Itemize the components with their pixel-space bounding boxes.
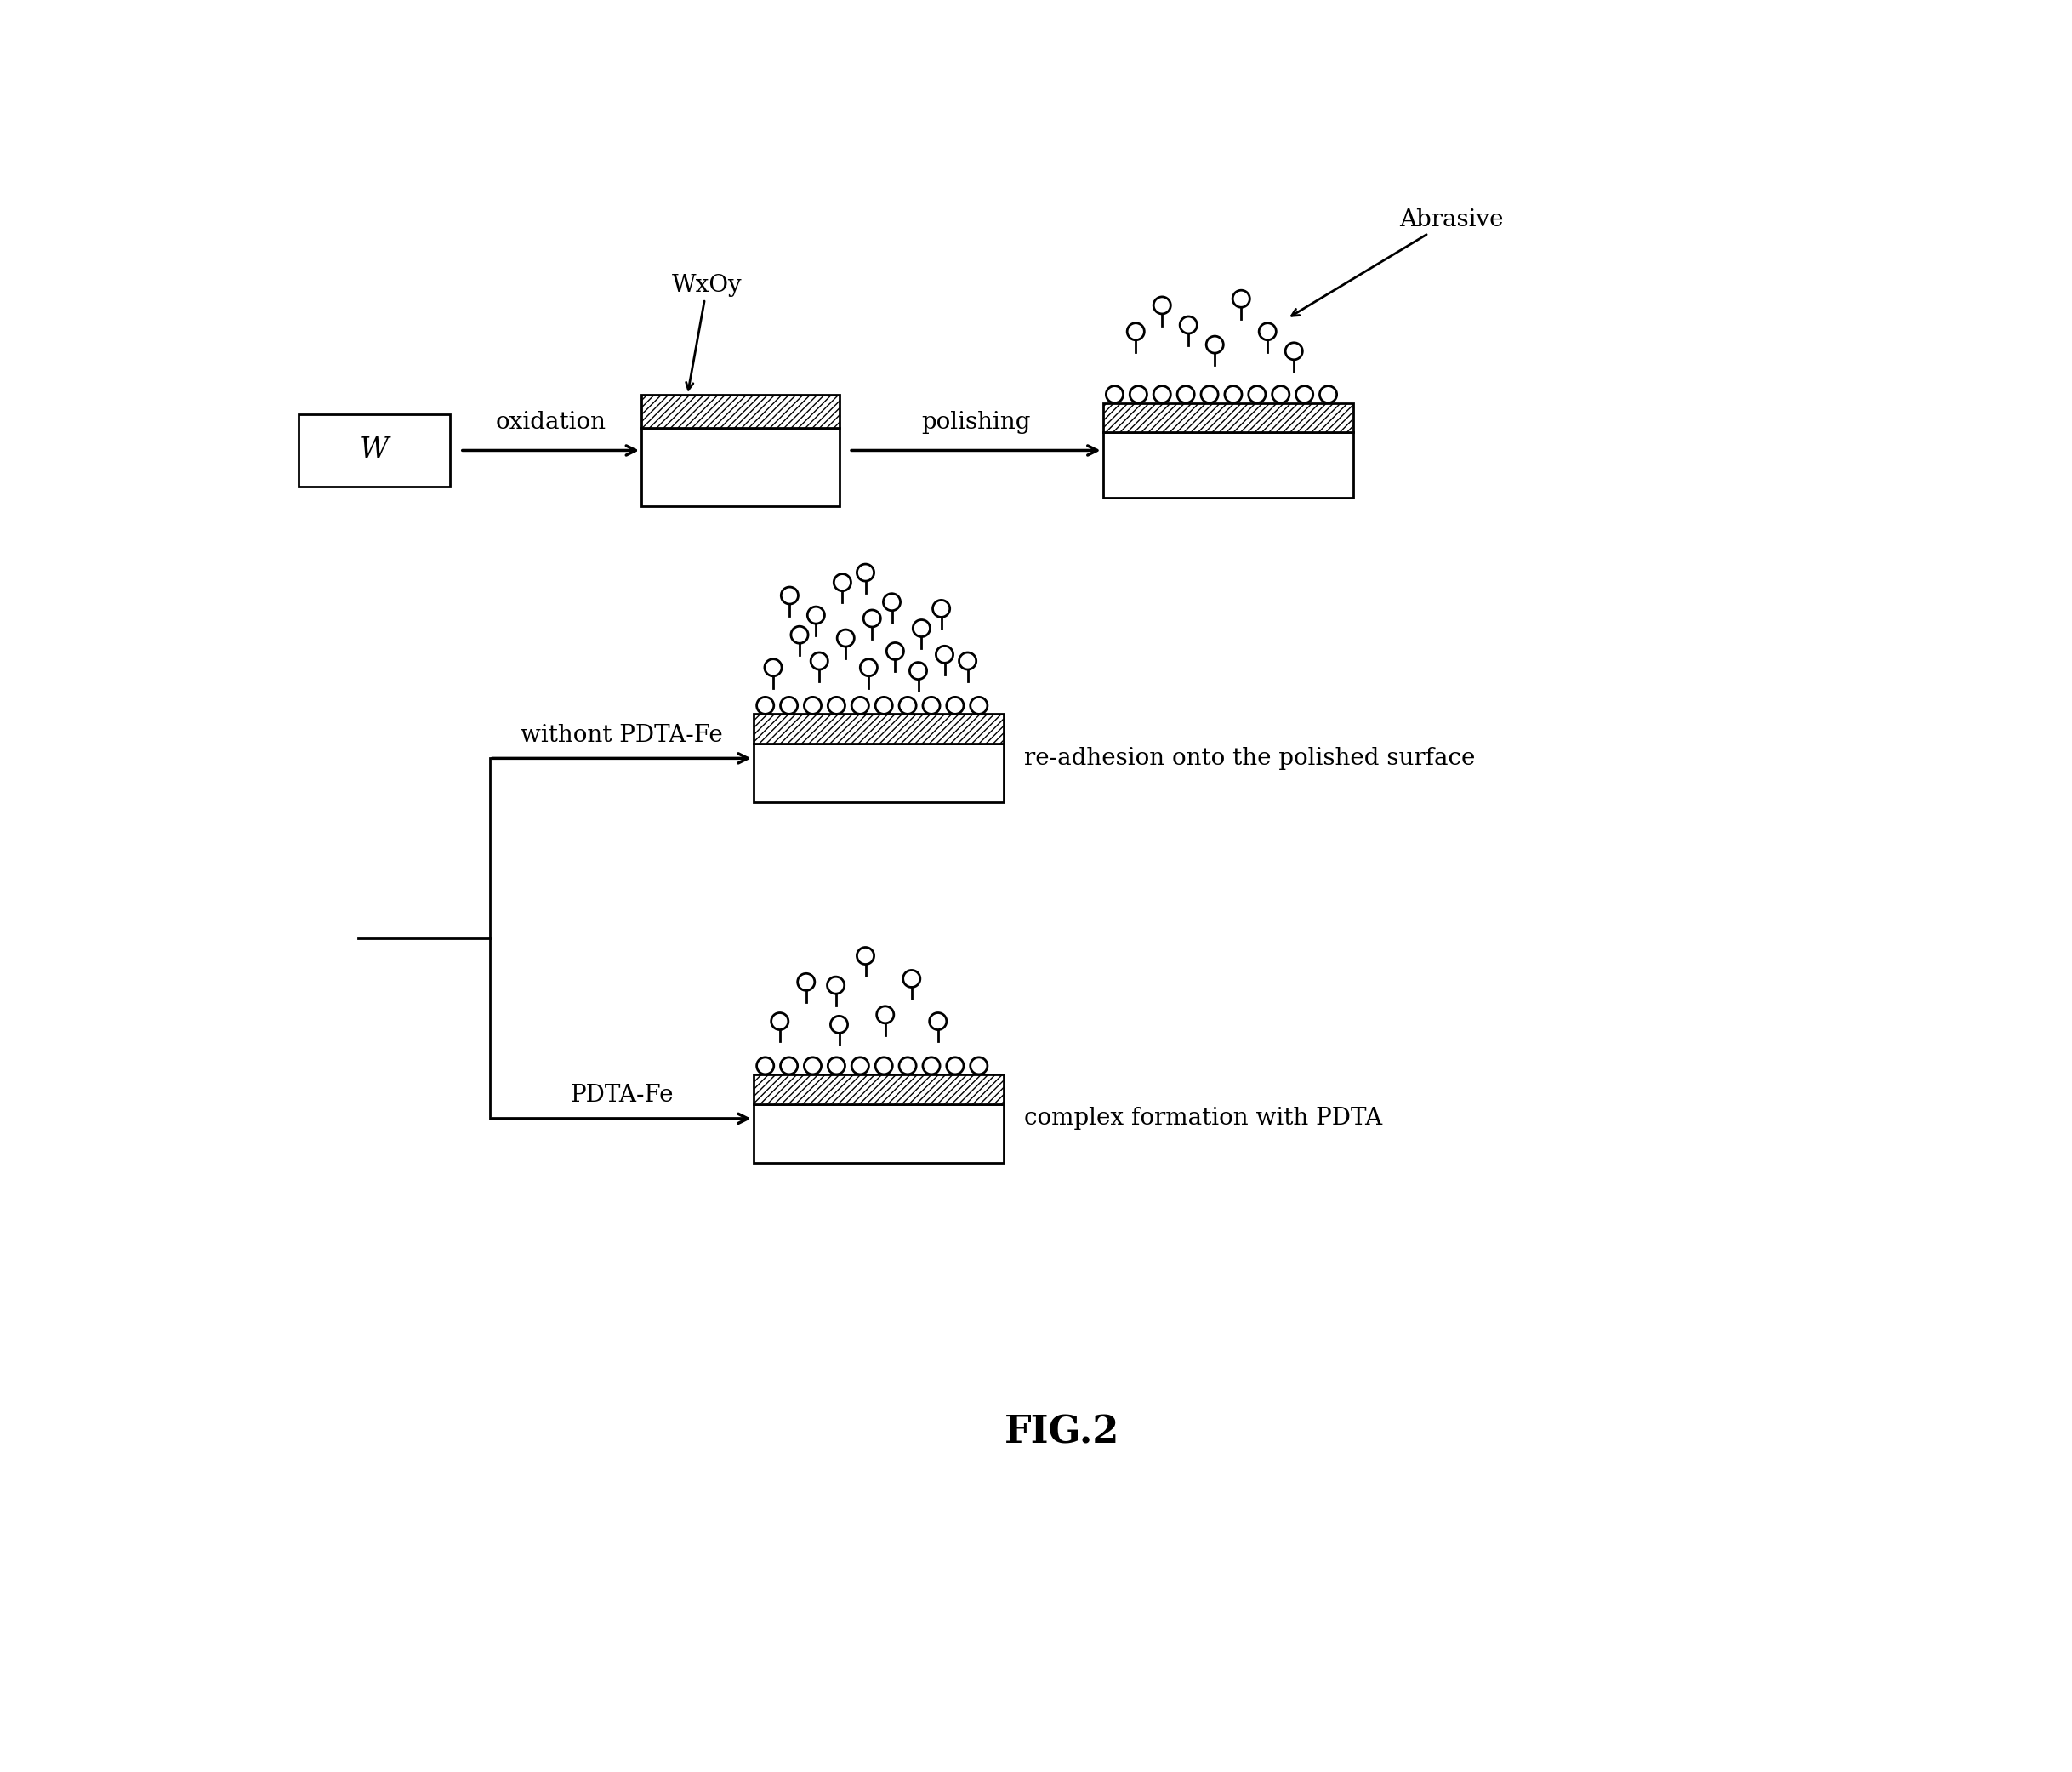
Circle shape (887, 643, 903, 659)
Polygon shape (754, 1104, 1005, 1162)
Circle shape (829, 696, 845, 714)
Circle shape (756, 1058, 773, 1074)
Circle shape (910, 663, 926, 679)
Circle shape (1129, 386, 1148, 402)
Circle shape (781, 587, 798, 604)
Polygon shape (754, 1074, 1005, 1104)
Circle shape (798, 973, 814, 991)
Circle shape (1272, 386, 1289, 402)
Circle shape (829, 1058, 845, 1074)
Polygon shape (642, 427, 839, 507)
Circle shape (852, 696, 868, 714)
Circle shape (883, 594, 901, 611)
Circle shape (1233, 291, 1249, 307)
Circle shape (970, 1058, 988, 1074)
Text: polishing: polishing (922, 411, 1030, 434)
Circle shape (858, 948, 874, 964)
Polygon shape (1102, 402, 1353, 432)
Circle shape (1202, 386, 1218, 402)
Text: W: W (361, 438, 390, 464)
Circle shape (874, 696, 893, 714)
Circle shape (899, 696, 916, 714)
Circle shape (860, 659, 876, 677)
Circle shape (1260, 323, 1276, 340)
Circle shape (1225, 386, 1241, 402)
Circle shape (959, 652, 976, 670)
Circle shape (1320, 386, 1336, 402)
Circle shape (922, 1058, 941, 1074)
Circle shape (970, 696, 988, 714)
Circle shape (804, 696, 821, 714)
Circle shape (810, 652, 829, 670)
Circle shape (852, 1058, 868, 1074)
Circle shape (932, 601, 949, 617)
Circle shape (1179, 317, 1198, 333)
Text: re-adhesion onto the polished surface: re-adhesion onto the polished surface (1024, 746, 1475, 769)
Circle shape (781, 696, 798, 714)
Polygon shape (754, 714, 1005, 744)
Polygon shape (1102, 432, 1353, 498)
Text: Abrasive: Abrasive (1291, 207, 1504, 315)
Circle shape (947, 696, 963, 714)
Circle shape (1285, 342, 1303, 360)
Circle shape (1154, 298, 1171, 314)
Circle shape (874, 1058, 893, 1074)
Circle shape (771, 1014, 787, 1030)
Polygon shape (642, 395, 839, 427)
Circle shape (903, 971, 920, 987)
Circle shape (765, 659, 781, 677)
Circle shape (1177, 386, 1193, 402)
Circle shape (792, 626, 808, 643)
Circle shape (876, 1006, 893, 1022)
Circle shape (1106, 386, 1123, 402)
Circle shape (1154, 386, 1171, 402)
Circle shape (899, 1058, 916, 1074)
Circle shape (837, 629, 854, 647)
Text: withont PDTA-Fe: withont PDTA-Fe (520, 723, 723, 746)
Circle shape (947, 1058, 963, 1074)
Circle shape (827, 976, 845, 994)
Circle shape (864, 610, 881, 627)
Text: complex formation with PDTA: complex formation with PDTA (1024, 1108, 1382, 1131)
Circle shape (781, 1058, 798, 1074)
Text: oxidation: oxidation (495, 411, 605, 434)
Circle shape (1295, 386, 1314, 402)
Circle shape (804, 1058, 821, 1074)
Circle shape (858, 563, 874, 581)
Circle shape (808, 606, 825, 624)
Circle shape (831, 1015, 847, 1033)
Text: PDTA-Fe: PDTA-Fe (570, 1084, 673, 1108)
Circle shape (756, 696, 773, 714)
Circle shape (914, 620, 930, 636)
Circle shape (833, 574, 852, 590)
Polygon shape (754, 744, 1005, 803)
Text: WxOy: WxOy (671, 273, 742, 390)
Circle shape (1127, 323, 1144, 340)
Circle shape (922, 696, 941, 714)
Polygon shape (298, 415, 450, 487)
Text: FIG.2: FIG.2 (1005, 1414, 1119, 1451)
Circle shape (1249, 386, 1266, 402)
Circle shape (937, 647, 953, 663)
Circle shape (930, 1014, 947, 1030)
Circle shape (1206, 337, 1222, 353)
